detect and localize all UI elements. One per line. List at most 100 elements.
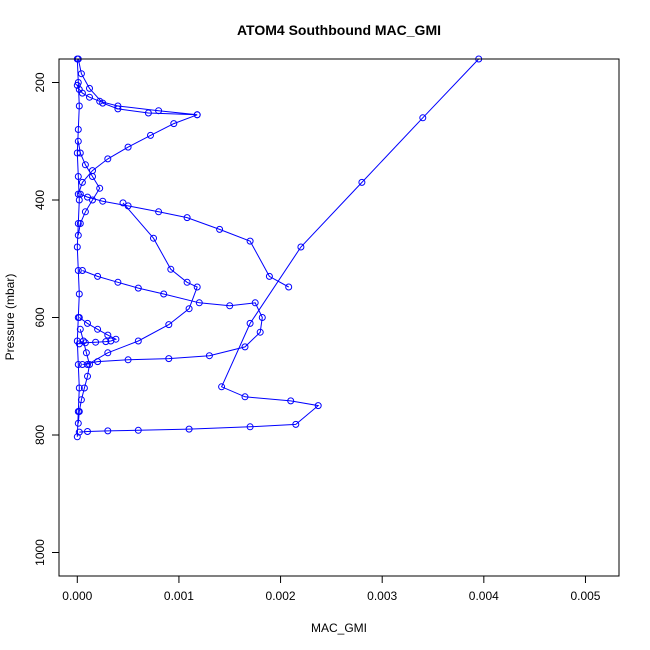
data-point — [265, 272, 273, 280]
data-point — [77, 70, 85, 78]
data-point — [84, 428, 91, 435]
x-tick-label: 0.002 — [266, 589, 296, 603]
data-point — [114, 278, 122, 286]
data-point — [256, 328, 264, 336]
data-point — [285, 283, 293, 291]
data-point — [81, 208, 89, 216]
data-point — [165, 321, 173, 329]
series-line-4 — [87, 202, 198, 365]
data-point — [99, 197, 107, 205]
y-tick-label: 800 — [33, 425, 47, 445]
data-point — [89, 173, 96, 180]
data-point — [314, 402, 322, 410]
data-point — [183, 214, 191, 222]
data-point — [155, 208, 163, 216]
data-point — [73, 81, 81, 89]
plot-lines — [76, 58, 480, 437]
y-tick-label: 600 — [33, 307, 47, 327]
data-point — [86, 93, 93, 101]
y-tick-label: 200 — [33, 72, 47, 92]
plot-frame — [58, 58, 620, 577]
data-point — [94, 272, 102, 280]
data-point — [144, 109, 152, 117]
data-point — [170, 120, 178, 128]
data-point — [155, 107, 163, 115]
series-line-7 — [77, 114, 198, 195]
data-point — [78, 361, 86, 368]
data-point — [86, 361, 93, 368]
data-point — [241, 343, 249, 351]
y-tick-label: 400 — [33, 190, 47, 210]
series-line-9 — [76, 58, 80, 437]
x-tick-label: 0.001 — [164, 589, 194, 603]
data-point — [74, 173, 82, 180]
data-point — [226, 302, 234, 310]
data-point — [193, 111, 201, 119]
data-point — [246, 319, 254, 327]
data-point — [134, 337, 142, 345]
data-point — [74, 314, 82, 321]
data-point — [84, 361, 91, 368]
data-point — [114, 105, 122, 113]
data-point — [86, 84, 93, 92]
data-point — [74, 361, 82, 368]
data-point — [246, 237, 254, 245]
data-point — [251, 299, 259, 307]
x-tick-label: 0.000 — [62, 589, 92, 603]
data-point — [104, 155, 112, 163]
data-point — [216, 225, 224, 233]
data-point — [104, 427, 112, 435]
y-tick-label: 1000 — [33, 539, 47, 566]
data-point — [134, 284, 142, 292]
data-point — [74, 79, 82, 86]
data-point — [292, 420, 300, 428]
data-point — [193, 283, 201, 291]
data-point — [124, 202, 132, 210]
data-point — [246, 423, 254, 431]
data-point — [96, 184, 104, 192]
data-point — [84, 372, 91, 380]
data-point — [183, 278, 191, 286]
data-point — [185, 305, 193, 313]
data-point — [92, 338, 100, 346]
data-point — [78, 178, 86, 186]
data-point — [241, 393, 249, 401]
data-point — [75, 196, 83, 204]
series-line-1 — [76, 58, 198, 116]
y-axis: 200 400 600 800 1000 — [33, 72, 60, 566]
x-axis: 0.000 0.001 0.002 0.003 0.004 0.005 — [62, 575, 601, 603]
x-tick-label: 0.005 — [570, 589, 600, 603]
series-line-8 — [77, 141, 101, 236]
data-point — [78, 267, 86, 274]
data-point — [94, 358, 102, 366]
data-point — [84, 193, 91, 201]
data-point — [82, 349, 90, 357]
data-point — [76, 325, 84, 333]
data-point — [195, 299, 203, 307]
data-point — [124, 356, 132, 364]
y-axis-label: Pressure (mbar) — [3, 274, 17, 361]
data-point — [119, 199, 127, 207]
x-axis-label: MAC_GMI — [311, 621, 367, 635]
data-point — [124, 143, 132, 151]
data-point — [102, 338, 110, 346]
data-point — [75, 102, 83, 110]
data-point — [81, 161, 89, 169]
data-point — [77, 396, 85, 404]
data-point — [147, 131, 154, 139]
data-point — [218, 383, 226, 391]
data-point — [75, 384, 83, 392]
data-point — [287, 397, 295, 405]
data-point — [75, 86, 83, 93]
series-line-10 — [77, 329, 91, 424]
data-point — [297, 243, 305, 251]
data-point — [74, 220, 82, 227]
data-point — [205, 352, 213, 360]
plot-points — [73, 55, 483, 441]
data-point — [76, 220, 84, 227]
data-point — [104, 349, 112, 357]
data-point — [75, 428, 83, 436]
data-point — [94, 325, 102, 333]
data-point — [73, 243, 81, 251]
data-point — [419, 114, 427, 122]
